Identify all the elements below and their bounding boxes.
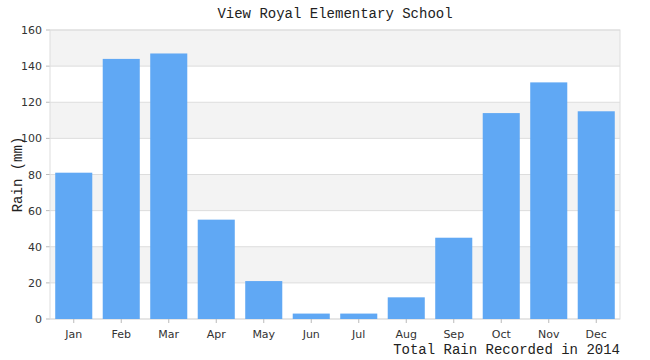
x-tick-label: Aug bbox=[396, 328, 417, 341]
y-tick-label: 60 bbox=[28, 205, 42, 218]
bar bbox=[388, 297, 425, 319]
x-axis-label: Total Rain Recorded in 2014 bbox=[393, 342, 620, 358]
tick-mark bbox=[46, 246, 50, 247]
x-tick-label: Jul bbox=[351, 328, 365, 341]
tick-mark bbox=[46, 66, 50, 67]
bar bbox=[245, 281, 282, 319]
x-tick-label: Feb bbox=[112, 328, 131, 341]
tick-mark bbox=[46, 102, 50, 103]
x-tick-label: Oct bbox=[492, 328, 512, 341]
tick-mark bbox=[46, 210, 50, 211]
chart-title: View Royal Elementary School bbox=[217, 6, 452, 22]
bar bbox=[103, 59, 140, 319]
tick-mark bbox=[46, 319, 50, 320]
bar bbox=[340, 314, 377, 319]
tick-mark bbox=[46, 138, 50, 139]
x-tick-mark bbox=[501, 319, 502, 323]
bars bbox=[55, 53, 615, 319]
x-tick-label: May bbox=[252, 328, 275, 341]
plot-frame bbox=[50, 30, 620, 319]
tick-mark bbox=[46, 282, 50, 283]
x-tick-mark bbox=[548, 319, 549, 323]
bar bbox=[150, 53, 187, 319]
x-tick-label: Jan bbox=[64, 328, 82, 341]
y-tick-label: 120 bbox=[21, 96, 42, 109]
chart-container: 020406080100120140160JanFebMarAprMayJunJ… bbox=[0, 0, 650, 360]
x-tick-mark bbox=[121, 319, 122, 323]
x-tick-mark bbox=[216, 319, 217, 323]
x-tick-mark bbox=[596, 319, 597, 323]
bar bbox=[435, 238, 472, 319]
x-tick-label: Sep bbox=[443, 328, 464, 341]
y-tick-label: 0 bbox=[35, 313, 42, 326]
bar bbox=[293, 314, 330, 319]
y-tick-label: 140 bbox=[21, 60, 42, 73]
x-tick-mark bbox=[453, 319, 454, 323]
x-tick-label: Nov bbox=[538, 328, 560, 341]
x-tick-mark bbox=[358, 319, 359, 323]
x-tick-mark bbox=[406, 319, 407, 323]
y-tick-label: 80 bbox=[28, 169, 42, 182]
x-tick-label: Apr bbox=[207, 328, 227, 341]
tick-mark bbox=[46, 174, 50, 175]
x-tick-mark bbox=[311, 319, 312, 323]
tick-mark bbox=[46, 30, 50, 31]
y-axis-label: Rain (mm) bbox=[10, 137, 26, 213]
y-tick-label: 160 bbox=[21, 24, 42, 37]
bar bbox=[530, 82, 567, 319]
x-tick-label: Jun bbox=[302, 328, 320, 341]
x-tick-mark bbox=[263, 319, 264, 323]
x-tick-mark bbox=[73, 319, 74, 323]
y-tick-label: 40 bbox=[28, 241, 42, 254]
bar bbox=[483, 113, 520, 319]
x-tick-label: Dec bbox=[586, 328, 607, 341]
y-tick-label: 20 bbox=[28, 277, 42, 290]
bar bbox=[55, 173, 92, 319]
x-tick-mark bbox=[168, 319, 169, 323]
bar bbox=[578, 111, 615, 319]
bar bbox=[198, 220, 235, 319]
x-tick-label: Mar bbox=[158, 328, 179, 341]
chart-svg: 020406080100120140160JanFebMarAprMayJunJ… bbox=[0, 0, 650, 360]
